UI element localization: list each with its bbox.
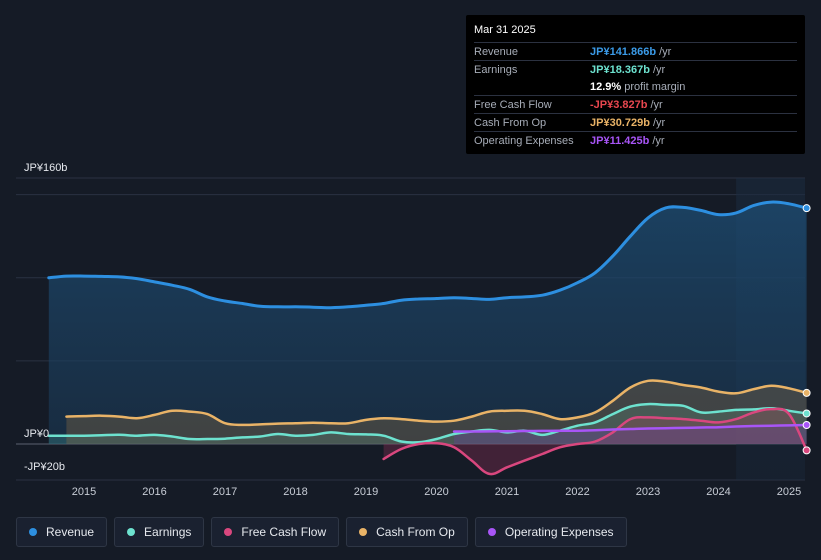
- series-end-point: [802, 446, 811, 455]
- tooltip-value: JP¥141.866b: [590, 45, 657, 58]
- series-end-point: [802, 409, 811, 418]
- legend-item-free-cash-flow[interactable]: Free Cash Flow: [211, 517, 340, 547]
- series-line-revenue: [47, 200, 809, 310]
- series-area-operating-expenses: [454, 425, 807, 444]
- legend-label: Earnings: [144, 525, 192, 539]
- series-line-earnings: [47, 402, 808, 444]
- series-area-earnings: [48, 404, 807, 444]
- x-tick-label: 2022: [565, 486, 589, 498]
- tooltip-row-profit-margin: 12.9% profit margin: [474, 78, 797, 95]
- tooltip-row-free-cash-flow: Free Cash Flow -JP¥3.827b /yr: [474, 95, 797, 113]
- series-line-operating-expenses: [452, 423, 808, 433]
- legend-item-earnings[interactable]: Earnings: [114, 517, 205, 547]
- line-layer: [47, 200, 809, 476]
- area-layer: [48, 202, 807, 475]
- y-tick-label-top: JP¥160b: [24, 162, 67, 174]
- tooltip-date: Mar 31 2025: [474, 24, 536, 36]
- x-tick-label: 2019: [354, 486, 378, 498]
- legend-dot-icon: [487, 528, 496, 536]
- legend-label: Revenue: [46, 525, 95, 539]
- series-area-free-cash-flow: [383, 408, 807, 475]
- y-tick-label-bottom: -JP¥20b: [24, 461, 65, 473]
- tooltip-label: Free Cash Flow: [474, 98, 552, 111]
- legend-item-cash-from-op[interactable]: Cash From Op: [346, 517, 468, 547]
- series-end-point: [802, 421, 811, 430]
- tooltip-panel: Mar 31 2025 Revenue JP¥141.866b /yr Earn…: [466, 15, 805, 154]
- legend-dot-icon: [224, 528, 233, 536]
- x-tick-layer: 2015 2016 2017 2018 2019 2020 2021 2022 2023 2024…: [72, 486, 801, 498]
- legend-label: Cash From Op: [376, 525, 455, 539]
- tooltip-value: JP¥11.425b: [590, 134, 650, 147]
- legend-label: Free Cash Flow: [241, 525, 327, 539]
- tooltip-value: 12.9%: [590, 80, 622, 93]
- tooltip-unit: profit margin: [624, 80, 686, 93]
- x-tick-label: 2017: [213, 486, 237, 498]
- x-tick-label: 2023: [636, 486, 660, 498]
- legend-dot-icon: [359, 528, 368, 536]
- tooltip-row-revenue: Revenue JP¥141.866b /yr: [474, 42, 797, 60]
- tooltip-label: Cash From Op: [474, 116, 547, 129]
- legend-dot-icon: [29, 528, 37, 536]
- x-tick-label: 2021: [495, 486, 519, 498]
- legend: Revenue Earnings Free Cash Flow Cash Fro…: [16, 517, 627, 547]
- legend-dot-icon: [127, 528, 136, 536]
- tooltip-label: Earnings: [474, 63, 518, 76]
- x-tick-label: 2018: [283, 486, 307, 498]
- tooltip-row-operating-expenses: Operating Expenses JP¥11.425b /yr: [474, 131, 797, 149]
- series-area-revenue: [48, 202, 807, 444]
- tooltip-unit: /yr: [652, 116, 666, 129]
- tooltip-value: JP¥18.367b: [590, 63, 650, 76]
- tooltip-unit: /yr: [652, 63, 666, 76]
- series-end-point: [802, 204, 811, 213]
- x-tick-label: 2025: [777, 486, 801, 498]
- x-tick-label: 2016: [142, 486, 166, 498]
- dot-layer: [802, 204, 811, 455]
- series-end-point: [802, 388, 811, 397]
- tooltip-value: -JP¥3.827b: [590, 98, 648, 111]
- tooltip-value: JP¥30.729b: [590, 116, 650, 129]
- legend-item-revenue[interactable]: Revenue: [16, 517, 108, 547]
- x-tick-label: 2024: [706, 486, 730, 498]
- tooltip-unit: /yr: [652, 134, 665, 147]
- x-tick-label: 2015: [72, 486, 96, 498]
- x-tick-label: 2020: [424, 486, 448, 498]
- tooltip-row-earnings: Earnings JP¥18.367b /yr: [474, 60, 797, 78]
- legend-item-operating-expenses[interactable]: Operating Expenses: [474, 517, 627, 547]
- axis-layer: JP¥160b JP¥0 -JP¥20b: [24, 162, 67, 473]
- tooltip-label: Operating Expenses: [474, 134, 574, 147]
- series-line-cash-from-op: [65, 379, 808, 427]
- y-tick-label-zero: JP¥0: [24, 428, 49, 440]
- tooltip-unit: /yr: [650, 98, 663, 111]
- tooltip-row-cash-from-op: Cash From Op JP¥30.729b /yr: [474, 113, 797, 131]
- legend-label: Operating Expenses: [504, 525, 614, 539]
- tooltip-label: Revenue: [474, 45, 519, 58]
- series-line-free-cash-flow: [382, 407, 808, 476]
- tooltip-unit: /yr: [659, 45, 672, 58]
